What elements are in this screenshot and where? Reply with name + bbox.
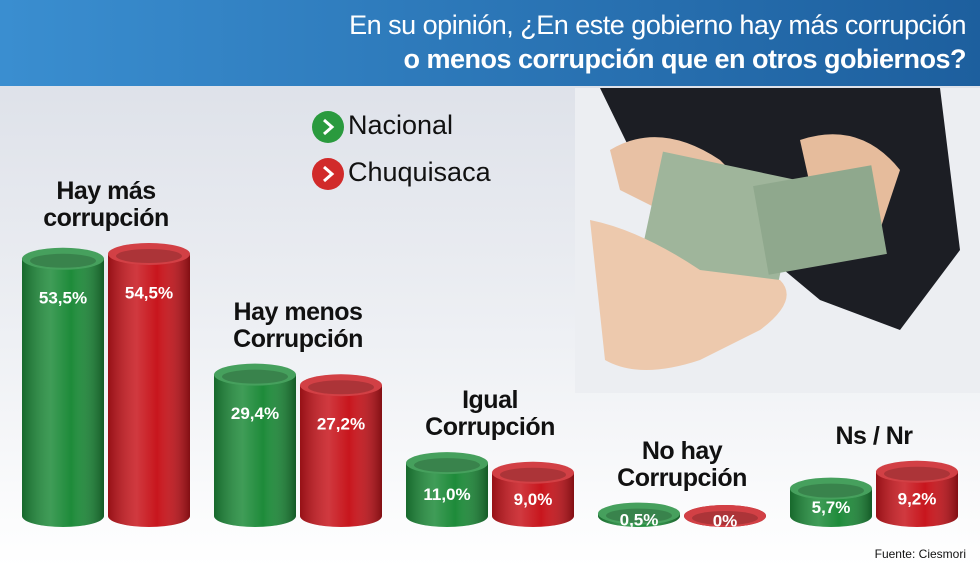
cylinder bbox=[406, 452, 488, 527]
cylinder-part bbox=[22, 247, 104, 270]
cylinder bbox=[684, 505, 766, 527]
value-label: 29,4% bbox=[231, 404, 279, 423]
cylinder-part bbox=[116, 249, 182, 263]
cylinder-part bbox=[406, 452, 488, 475]
cylinder bbox=[492, 461, 574, 527]
cylinder bbox=[790, 477, 872, 527]
legend-label: Chuquisaca bbox=[348, 157, 491, 187]
header-band bbox=[0, 0, 980, 86]
cylinder-part bbox=[308, 380, 374, 395]
legend-marker-chuquisaca bbox=[312, 158, 344, 190]
cylinder-part bbox=[684, 505, 766, 527]
legend-label: Nacional bbox=[348, 110, 454, 140]
value-label: 0% bbox=[713, 511, 738, 530]
cylinder-part bbox=[492, 461, 574, 484]
cylinder-part bbox=[492, 461, 574, 484]
value-label: 27,2% bbox=[317, 415, 365, 434]
cylinder-part bbox=[22, 247, 104, 270]
photo bbox=[575, 88, 980, 393]
category-label: No hay Corrupción bbox=[617, 436, 747, 492]
value-label: 9,0% bbox=[514, 490, 553, 509]
cylinder-part bbox=[300, 374, 382, 397]
value-label: 54,5% bbox=[125, 283, 173, 302]
cylinder-part bbox=[598, 502, 680, 525]
category-label: Hay menos Corrupción bbox=[233, 297, 363, 353]
category-label: Igual Corrupción bbox=[425, 386, 555, 442]
cylinder bbox=[300, 374, 382, 527]
cylinder-part bbox=[214, 374, 296, 516]
value-label: 5,7% bbox=[812, 498, 851, 517]
cylinder-part bbox=[222, 369, 288, 384]
cylinder-part bbox=[108, 254, 190, 516]
cylinder-part bbox=[684, 505, 766, 527]
cylinder-part bbox=[606, 508, 672, 523]
cylinder-part bbox=[214, 363, 296, 386]
category-label: Hay más corrupción bbox=[43, 177, 169, 232]
cylinder-part bbox=[108, 243, 190, 265]
cylinder-part bbox=[876, 460, 958, 483]
value-label: 11,0% bbox=[423, 485, 470, 504]
cylinder bbox=[214, 363, 296, 527]
cylinder-part bbox=[406, 452, 488, 475]
cylinder-part bbox=[798, 483, 864, 498]
cylinder-part bbox=[884, 466, 950, 481]
source: Fuente: Ciesmori bbox=[874, 547, 966, 561]
cylinder-part bbox=[108, 243, 190, 265]
value-label: 53,5% bbox=[39, 288, 87, 307]
cylinder-part bbox=[790, 477, 872, 500]
cylinder-part bbox=[598, 502, 680, 525]
cylinder-part bbox=[500, 467, 566, 482]
cylinder-part bbox=[214, 363, 296, 386]
cylinder-part bbox=[692, 511, 758, 525]
value-label: 9,2% bbox=[898, 489, 937, 508]
cylinder-part bbox=[30, 253, 96, 268]
cylinder-part bbox=[300, 385, 382, 516]
cylinder bbox=[22, 247, 104, 527]
cylinder bbox=[108, 243, 190, 527]
cylinder-part bbox=[876, 460, 958, 483]
value-label: 0,5% bbox=[620, 510, 659, 529]
cylinder bbox=[598, 502, 680, 527]
category-label: Ns / Nr bbox=[835, 421, 913, 450]
cylinder bbox=[876, 460, 958, 527]
cylinder-part bbox=[414, 458, 480, 473]
legend-marker-nacional bbox=[312, 111, 344, 143]
title-line: o menos corrupción que en otros gobierno… bbox=[403, 44, 966, 74]
cylinder-part bbox=[790, 477, 872, 500]
cylinder-part bbox=[300, 374, 382, 397]
title-line: En su opinión, ¿En este gobierno hay más… bbox=[349, 10, 966, 40]
cylinder-part bbox=[22, 258, 104, 516]
